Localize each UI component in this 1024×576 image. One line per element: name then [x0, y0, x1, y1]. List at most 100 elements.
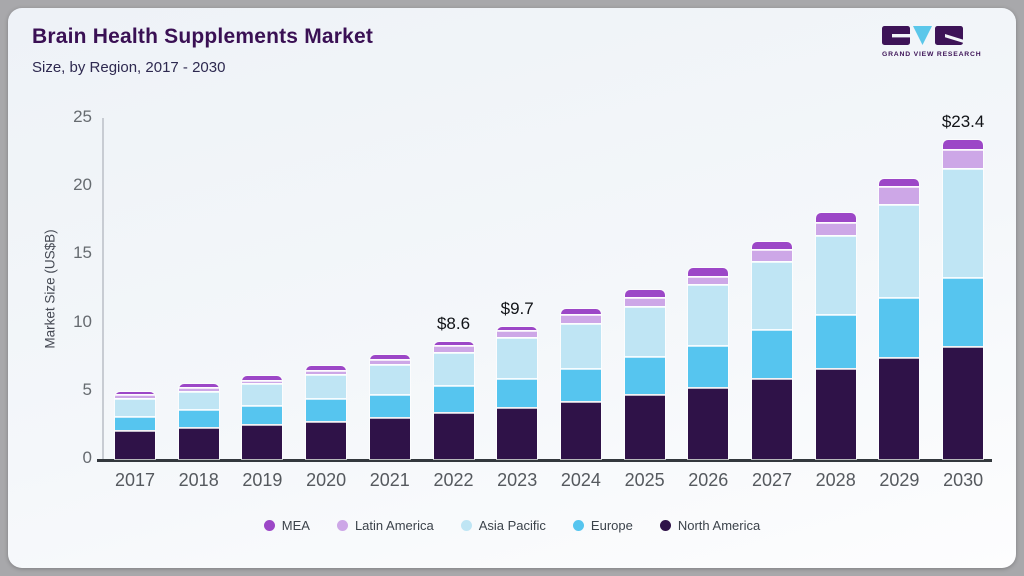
x-tick-2028: 2028	[815, 470, 856, 490]
logo-r-icon	[935, 26, 963, 45]
bar-2024	[560, 308, 601, 459]
segment-mea-2024	[560, 308, 601, 314]
legend-label-latin-america: Latin America	[354, 518, 434, 533]
x-tick-2020: 2020	[306, 470, 347, 490]
x-tick-2023: 2023	[497, 470, 538, 490]
legend-dot-mea	[263, 520, 275, 531]
x-tick-2019: 2019	[242, 470, 283, 490]
bar-2022	[433, 341, 474, 459]
segment-asia-pacific-2026	[688, 284, 729, 346]
logo-g-icon	[882, 26, 910, 45]
segment-latin-america-2028	[815, 221, 856, 235]
segment-europe-2028	[815, 314, 856, 368]
legend-item-europe: Europe	[572, 518, 633, 533]
segment-north-america-2020	[306, 420, 347, 459]
y-tick-15: 15	[73, 243, 92, 263]
bar-2029	[879, 178, 920, 459]
logo-v-triangle-icon	[913, 26, 932, 45]
segment-europe-2024	[560, 367, 601, 401]
segment-north-america-2024	[560, 401, 601, 459]
segment-mea-2021	[369, 355, 410, 360]
segment-europe-2025	[624, 356, 665, 395]
segment-asia-pacific-2025	[624, 305, 665, 356]
legend-dot-asia-pacific	[460, 520, 472, 531]
segment-mea-2017	[115, 392, 155, 395]
bar-2026	[688, 268, 729, 459]
segment-europe-2030	[943, 276, 984, 346]
legend-item-asia-pacific: Asia Pacific	[460, 518, 546, 533]
segment-mea-2019	[242, 376, 283, 380]
segment-north-america-2022	[433, 411, 474, 459]
bar-2020	[306, 365, 347, 459]
segment-mea-2027	[752, 242, 792, 249]
segment-mea-2022	[433, 341, 474, 346]
segment-europe-2019	[242, 405, 283, 425]
segment-north-america-2028	[815, 367, 856, 459]
logo-wordmark: GRAND VIEW RESEARCH	[882, 51, 982, 58]
bar-2028	[815, 213, 856, 459]
segment-latin-america-2018	[178, 386, 219, 391]
segment-asia-pacific-2021	[369, 363, 410, 394]
y-tick-25: 25	[73, 107, 92, 126]
bar-2019	[242, 376, 283, 459]
segment-europe-2020	[306, 398, 347, 421]
segment-europe-2027	[752, 329, 792, 378]
y-tick-5: 5	[82, 379, 92, 399]
page-subtitle: Size, by Region, 2017 - 2030	[32, 59, 226, 76]
segment-europe-2029	[879, 297, 920, 358]
segment-latin-america-2026	[688, 276, 729, 285]
segment-asia-pacific-2020	[306, 374, 347, 399]
x-axis-line	[97, 459, 992, 462]
segment-mea-2026	[688, 268, 729, 277]
segment-latin-america-2017	[115, 394, 155, 398]
segment-north-america-2029	[879, 357, 920, 459]
segment-asia-pacific-2017	[115, 397, 155, 417]
segment-europe-2026	[688, 345, 729, 387]
segment-mea-2028	[815, 213, 856, 222]
segment-latin-america-2022	[433, 345, 474, 352]
segment-north-america-2017	[115, 429, 155, 459]
plot-area: 0 5 10 15 20 25 2017 2018 2019 2020 2021 2022 $8.6 20…	[73, 107, 992, 490]
segment-mea-2029	[879, 178, 920, 187]
segment-asia-pacific-2029	[879, 203, 920, 298]
y-tick-0: 0	[82, 448, 92, 467]
segment-mea-2018	[178, 383, 219, 387]
segment-latin-america-2029	[879, 186, 920, 204]
segment-asia-pacific-2024	[560, 322, 601, 368]
segment-asia-pacific-2027	[752, 260, 792, 330]
segment-mea-2025	[624, 289, 665, 297]
segment-north-america-2019	[242, 424, 283, 459]
segment-europe-2022	[433, 385, 474, 412]
bar-2023	[497, 326, 538, 459]
x-tick-2022: 2022	[433, 470, 474, 490]
segment-latin-america-2021	[369, 359, 410, 364]
x-tick-2025: 2025	[624, 470, 665, 490]
segment-north-america-2021	[369, 416, 410, 459]
x-tick-2024: 2024	[560, 470, 601, 490]
legend-dot-latin-america	[336, 520, 348, 531]
x-tick-2027: 2027	[751, 470, 793, 490]
segment-latin-america-2030	[943, 149, 984, 168]
bar-2017	[115, 392, 155, 459]
legend-dot-north-america	[659, 520, 671, 531]
x-tick-2029: 2029	[879, 470, 920, 490]
segment-latin-america-2025	[624, 296, 665, 306]
x-tick-2026: 2026	[688, 470, 729, 490]
segment-europe-2018	[178, 409, 219, 427]
segment-north-america-2023	[497, 407, 538, 459]
y-axis-line	[102, 118, 104, 461]
segment-latin-america-2020	[306, 369, 347, 375]
legend-item-north-america: North America	[659, 518, 760, 533]
segment-north-america-2025	[624, 394, 665, 459]
segment-europe-2021	[369, 393, 410, 417]
segment-latin-america-2027	[752, 248, 792, 261]
value-label-2022: $8.6	[436, 313, 471, 333]
segment-mea-2030	[943, 139, 984, 150]
segment-north-america-2027	[752, 377, 792, 459]
segment-asia-pacific-2023	[497, 336, 538, 378]
legend-item-latin-america: Latin America	[336, 518, 434, 533]
x-tick-2017: 2017	[114, 470, 156, 490]
segment-mea-2020	[306, 365, 347, 370]
legend-label-mea: MEA	[281, 518, 310, 533]
segment-europe-2017	[115, 416, 155, 430]
